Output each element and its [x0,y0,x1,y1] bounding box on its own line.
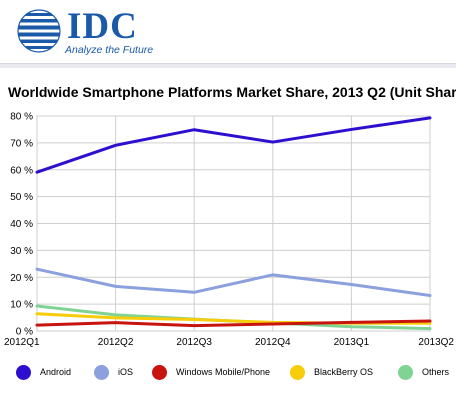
y-tick-label: 80 % [10,112,33,123]
series-line-android [35,116,432,174]
y-tick-label: 60 % [10,165,33,176]
header-divider [0,63,456,68]
y-tick-label: 10 % [10,300,33,311]
globe-icon [17,9,61,53]
x-tick-label: 2012Q1 [4,337,40,348]
x-tick-label: 2012Q3 [176,337,212,348]
x-tick-label: 2012Q2 [98,337,134,348]
legend-swatch [398,365,413,380]
legend-swatch [152,365,167,380]
idc-logo: IDC Analyze the Future [17,6,157,56]
series-line-ios [35,267,432,298]
legend-swatch [290,365,305,380]
x-tick-label: 2013Q1 [334,337,370,348]
y-tick-label: 70 % [10,138,33,149]
chart-grid [36,115,431,332]
legend-label: iOS [118,367,134,377]
legend-label: Windows Mobile/Phone [176,367,271,377]
y-tick-label: 0 % [16,327,33,338]
logo-text: IDC [67,6,138,47]
chart-title: Worldwide Smartphone Platforms Market Sh… [8,84,456,100]
line-chart: 2012Q1 2012Q2 2012Q3 2012Q4 2013Q1 2013Q2 0 %… [4,112,454,349]
x-tick-label: 2012Q4 [255,337,291,348]
chart-legend: Android iOS Windows Mobile/Phone BlackBerry… [0,362,456,384]
y-tick-label: 50 % [10,192,33,203]
legend-label: Android [40,367,72,377]
x-axis-labels: 2012Q1 2012Q2 2012Q3 2012Q4 2013Q1 2013Q2 [4,337,454,348]
y-axis-labels: 0 % 10 % 20 % 30 % 40 % 50 % 60 % 70 % 80 % [10,112,33,338]
legend-swatch [16,365,31,380]
chart-series [35,116,432,331]
y-tick-label: 20 % [10,273,33,284]
y-tick-label: 40 % [10,219,33,230]
legend-label: Others [422,367,450,377]
y-tick-label: 30 % [10,246,33,257]
header: IDC Analyze the Future [0,0,456,62]
legend-label: BlackBerry OS [314,367,374,377]
logo-tagline: Analyze the Future [65,44,154,56]
x-tick-label: 2013Q2 [418,337,454,348]
series-line-windows-mobile-phone [35,319,432,328]
legend-swatch [94,365,109,380]
